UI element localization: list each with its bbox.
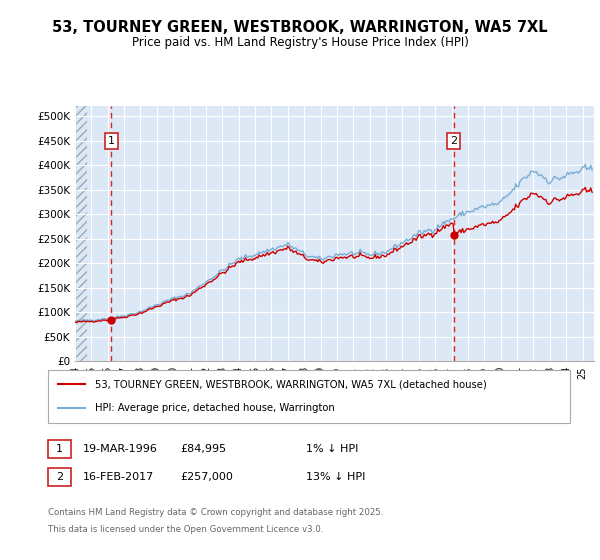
- Text: £257,000: £257,000: [180, 472, 233, 482]
- Text: 2: 2: [56, 472, 63, 482]
- Text: Price paid vs. HM Land Registry's House Price Index (HPI): Price paid vs. HM Land Registry's House …: [131, 36, 469, 49]
- Text: 16-FEB-2017: 16-FEB-2017: [83, 472, 154, 482]
- FancyBboxPatch shape: [48, 370, 570, 423]
- Text: 2: 2: [450, 136, 457, 146]
- Text: 1% ↓ HPI: 1% ↓ HPI: [306, 444, 358, 454]
- Text: Contains HM Land Registry data © Crown copyright and database right 2025.: Contains HM Land Registry data © Crown c…: [48, 508, 383, 517]
- Bar: [73, 97, 87, 361]
- Text: 19-MAR-1996: 19-MAR-1996: [83, 444, 158, 454]
- Text: £84,995: £84,995: [180, 444, 226, 454]
- Text: HPI: Average price, detached house, Warrington: HPI: Average price, detached house, Warr…: [95, 403, 335, 413]
- Text: 53, TOURNEY GREEN, WESTBROOK, WARRINGTON, WA5 7XL: 53, TOURNEY GREEN, WESTBROOK, WARRINGTON…: [52, 20, 548, 35]
- Text: 53, TOURNEY GREEN, WESTBROOK, WARRINGTON, WA5 7XL (detached house): 53, TOURNEY GREEN, WESTBROOK, WARRINGTON…: [95, 380, 487, 390]
- Text: This data is licensed under the Open Government Licence v3.0.: This data is licensed under the Open Gov…: [48, 525, 323, 534]
- Text: 1: 1: [107, 136, 115, 146]
- Text: 1: 1: [56, 444, 63, 454]
- Text: 13% ↓ HPI: 13% ↓ HPI: [306, 472, 365, 482]
